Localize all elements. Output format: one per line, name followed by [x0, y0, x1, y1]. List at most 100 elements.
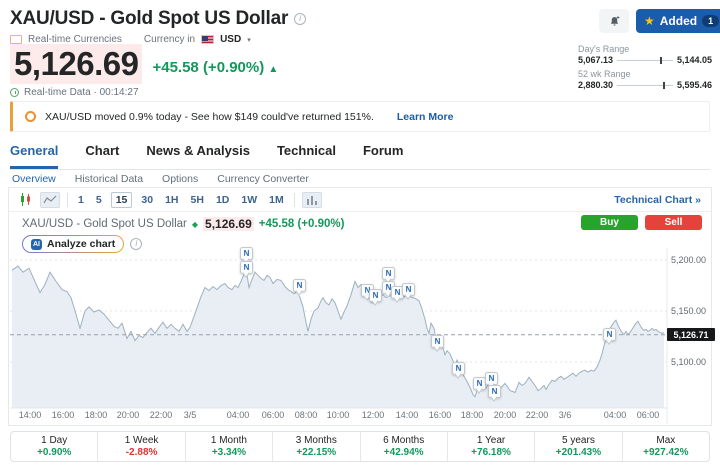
interval-15[interactable]: 15 [110, 191, 133, 208]
perf-value: +927.42% [643, 447, 689, 458]
52wk-range-label: 52 wk Range [578, 69, 631, 79]
perf-value: +3.34% [211, 447, 247, 458]
x-axis-label: 04:00 [226, 410, 250, 420]
watchlist-count-badge: 1 [702, 15, 720, 27]
perf-label: Max [656, 435, 676, 446]
buy-button[interactable]: Buy [581, 215, 638, 230]
currency-selector[interactable]: USD [220, 34, 242, 45]
perf-value: -2.88% [125, 447, 158, 458]
days-range-low: 5,067.13 [578, 55, 614, 65]
news-marker[interactable]: N [369, 289, 382, 302]
perf-label: 1 Month [210, 435, 247, 446]
realtime-row: Real-time Data · 00:14:27 [10, 87, 139, 98]
category-label: Real-time Currencies [28, 34, 122, 45]
main-tabs: General Chart News & Analysis Technical Foru… [10, 143, 710, 170]
create-alert-button[interactable] [599, 9, 629, 33]
x-axis-label: 06:00 [261, 410, 285, 420]
sub-tabs: Overview Historical Data Options Currency C… [12, 173, 309, 185]
news-marker[interactable]: N [402, 283, 415, 296]
subtab-currency-converter[interactable]: Currency Converter [217, 173, 309, 185]
interval-1M[interactable]: 1M [269, 193, 284, 206]
news-marker[interactable]: N [488, 385, 501, 398]
news-marker[interactable]: N [293, 279, 306, 292]
price-change: +45.58 (+0.90%) ▲ [152, 59, 279, 76]
area-chart-icon[interactable] [40, 191, 60, 208]
tab-chart[interactable]: Chart [85, 143, 120, 158]
52wk-range-marker [663, 81, 666, 89]
category-icon [10, 35, 22, 44]
x-axis-label: 22:00 [525, 410, 549, 420]
news-marker[interactable]: N [240, 261, 253, 274]
52wk-range-low: 2,880.30 [578, 80, 614, 90]
perf-cell-3-months: 3 Months +22.15% [273, 432, 361, 461]
tab-forum[interactable]: Forum [362, 143, 404, 158]
tab-news-analysis[interactable]: News & Analysis [146, 143, 250, 158]
chart-toolbar: 1 5 15 30 1H 5H 1D 1W 1M Technical Chart » [9, 188, 711, 212]
indicators-icon[interactable] [301, 191, 322, 208]
subtab-overview[interactable]: Overview [12, 173, 56, 185]
interval-5H[interactable]: 5H [190, 193, 204, 206]
days-range-track [617, 56, 673, 64]
interval-5[interactable]: 5 [95, 193, 102, 206]
technical-chart-link[interactable]: Technical Chart » [614, 193, 701, 206]
up-arrow-icon: ▲ [268, 64, 279, 75]
trade-buttons: Buy Sell [581, 215, 702, 230]
news-marker[interactable]: N [452, 362, 465, 375]
days-range-marker [660, 56, 663, 64]
x-axis-label: 14:00 [18, 410, 42, 420]
days-range-label: Day's Range [578, 44, 630, 54]
chart-last-price: 5,126.69 [203, 217, 254, 231]
subtab-historical-data[interactable]: Historical Data [74, 173, 144, 185]
news-marker[interactable]: N [485, 372, 498, 385]
interval-1[interactable]: 1 [78, 193, 84, 206]
interval-30[interactable]: 30 [141, 193, 154, 206]
x-axis-label: 20:00 [493, 410, 517, 420]
info-icon[interactable]: i [294, 13, 307, 25]
tab-general[interactable]: General [10, 143, 59, 169]
star-icon: ★ [644, 14, 655, 28]
news-marker[interactable]: N [603, 328, 616, 341]
perf-cell-1-day: 1 Day +0.90% [11, 432, 99, 461]
candlestick-chart-icon[interactable] [19, 192, 33, 207]
days-range-high: 5,144.05 [676, 55, 712, 65]
added-label: Added [659, 14, 698, 28]
news-marker[interactable]: N [240, 247, 253, 260]
clock-icon [10, 88, 19, 97]
perf-value: +201.43% [555, 447, 602, 458]
currency-in-label: Currency in [143, 34, 196, 45]
chart-pair-name: XAU/USD - Gold Spot US Dollar [22, 218, 187, 230]
perf-label: 6 Months [383, 435, 425, 446]
learn-more-link[interactable]: Learn More [396, 110, 454, 123]
promo-text: XAU/USD moved 0.9% today - See how $149 … [45, 110, 374, 123]
subtab-options[interactable]: Options [162, 173, 199, 185]
days-range-row: 5,067.13 5,144.05 [578, 55, 712, 65]
news-marker[interactable]: N [382, 267, 395, 280]
x-axis-label: 18:00 [460, 410, 484, 420]
x-axis-label: 16:00 [51, 410, 75, 420]
interval-1H[interactable]: 1H [165, 193, 179, 206]
x-axis-label: 04:00 [603, 410, 627, 420]
x-axis-label: 3/6 [558, 410, 572, 420]
perf-value: +76.18% [471, 447, 511, 458]
perf-label: 1 Year [476, 435, 506, 446]
ai-icon: AI [31, 238, 42, 250]
interval-1W[interactable]: 1W [241, 193, 258, 206]
watchlist-added-button[interactable]: ★ Added 1 [636, 9, 720, 33]
news-marker[interactable]: N [431, 335, 444, 348]
52wk-range-row: 2,880.30 5,595.46 [578, 80, 712, 90]
chart-change: +45.58 (+0.90%) [258, 218, 345, 230]
ai-analyze-chart-button[interactable]: AI Analyze chart [22, 235, 125, 253]
chevron-down-icon[interactable]: ▾ [247, 36, 251, 44]
analyze-row: AI Analyze chart i [22, 235, 143, 253]
info-icon[interactable]: i [130, 238, 143, 250]
x-axis-label: 10:00 [326, 410, 350, 420]
perf-label: 3 Months [295, 435, 337, 446]
performance-summary-bar: 1 Day +0.90% 1 Week -2.88% 1 Month +3.34% 3 Mo… [10, 431, 710, 462]
interval-1D[interactable]: 1D [215, 193, 230, 206]
current-price-tag: 5,126.71 [667, 328, 715, 341]
perf-label: 1 Week [124, 435, 159, 446]
x-axis-label: 20:00 [116, 410, 140, 420]
sell-button[interactable]: Sell [645, 215, 702, 230]
tab-technical[interactable]: Technical [276, 143, 336, 158]
